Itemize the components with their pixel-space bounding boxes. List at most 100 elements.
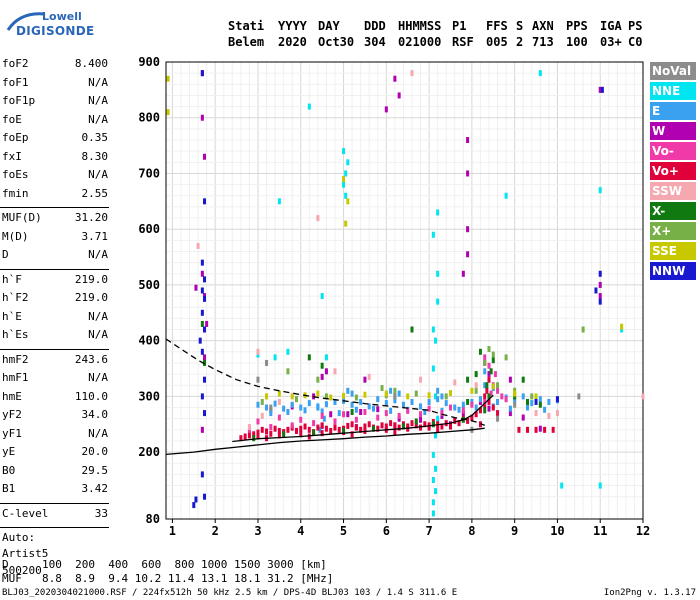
data-point-e (265, 404, 269, 411)
header-label: DAY (318, 19, 340, 33)
clevel-value: 33 (94, 506, 108, 520)
x-tick-label: 3 (254, 524, 261, 538)
data-point-e (299, 404, 303, 411)
data-point-x (200, 320, 204, 327)
data-point-vo (350, 421, 354, 428)
legend-item: Vo+ (650, 162, 696, 180)
data-point-nne (434, 465, 438, 472)
x-tick-label: 7 (425, 524, 432, 538)
param-row: M(D) 3.71 (2, 230, 108, 247)
data-point-vo (256, 429, 260, 436)
data-point-vo (324, 425, 328, 432)
data-point-nne (342, 148, 346, 155)
data-point-nne (431, 365, 435, 372)
data-point-x (282, 431, 286, 438)
data-point-vo (440, 423, 444, 430)
data-point-vo (470, 401, 474, 408)
footer-muf-values: 8.8 8.9 9.4 10.2 11.4 13.1 18.1 31.2 [MH… (42, 572, 334, 585)
y-tick-label: 800 (138, 111, 160, 125)
data-point-x (489, 368, 493, 375)
param-value: N/A (88, 75, 108, 89)
legend-item: Vo- (650, 142, 696, 160)
param-row: hmF2 243.6 (2, 353, 108, 370)
data-point-x (410, 326, 414, 333)
header-label: P1 (452, 19, 467, 33)
data-point-nnw (203, 295, 207, 302)
param-name: foE (2, 112, 22, 126)
data-point-vo (256, 433, 260, 440)
data-point-noval (496, 415, 500, 422)
data-point-e (530, 400, 534, 407)
legend-item: SSE (650, 242, 696, 260)
data-point-w (466, 251, 470, 258)
data-point-x (414, 418, 418, 425)
param-row: B1 3.42 (2, 482, 108, 499)
param-row: foEp 0.35 (2, 131, 108, 148)
data-point-nne (598, 187, 602, 194)
data-point-e (282, 405, 286, 412)
data-point-x (521, 376, 525, 383)
data-point-x (444, 393, 448, 400)
data-point-nnw (198, 337, 202, 344)
data-point-ssw (260, 412, 264, 419)
param-value: N/A (88, 328, 108, 341)
param-name: h`E (2, 309, 22, 323)
data-point-nnw (194, 496, 198, 503)
data-point-w (538, 425, 542, 432)
data-point-vo (483, 393, 487, 400)
data-point-vo (384, 410, 388, 417)
data-point-x (474, 371, 478, 378)
data-point-vo (299, 416, 303, 423)
data-point-e (543, 406, 547, 413)
data-point-vo (299, 425, 303, 432)
data-point-e (483, 382, 487, 389)
data-point-sse (316, 390, 320, 397)
data-point-vo (239, 435, 243, 442)
data-point-nne (436, 298, 440, 305)
y-tick-label: 200 (138, 445, 160, 459)
param-row: h`Es N/A (2, 328, 108, 345)
data-point-sse (342, 176, 346, 183)
data-point-x (380, 385, 384, 392)
param-value: 243.6 (74, 352, 108, 366)
data-point-x (414, 390, 418, 397)
data-point-vo (376, 414, 380, 421)
header-label: IGA (600, 19, 622, 33)
param-row: D N/A (2, 248, 108, 265)
data-point-x (496, 382, 500, 389)
data-point-vo (269, 430, 273, 437)
data-point-e (461, 401, 465, 408)
separator (0, 526, 109, 528)
header-label: Stati (228, 19, 265, 33)
data-point-vo (256, 418, 260, 425)
footer-d-label: D (2, 558, 9, 571)
data-point-ssw (555, 410, 559, 417)
data-point-noval (256, 376, 260, 383)
data-point-vo (303, 423, 307, 430)
footer-d-row: D 100 200 400 600 800 1000 1500 3000 [km] (2, 558, 327, 571)
header-value: 021000 (398, 35, 442, 49)
data-point-ssw (547, 412, 551, 419)
data-point-noval (393, 393, 397, 400)
x-tick-label: 10 (550, 524, 564, 538)
x-tick-label: 9 (511, 524, 518, 538)
param-name: h`F (2, 272, 22, 286)
param-value: 34.0 (81, 408, 109, 421)
data-point-w (487, 405, 491, 412)
param-row: hmF1 N/A (2, 371, 108, 388)
data-point-x (286, 368, 290, 375)
data-point-nnw (200, 259, 204, 266)
data-point-w (466, 226, 470, 233)
data-point-x (483, 359, 487, 366)
param-value: 110.0 (74, 389, 108, 403)
data-point-nnw (594, 287, 598, 294)
data-point-nnw (200, 393, 204, 400)
data-point-vo (551, 426, 555, 433)
data-point-x (393, 387, 397, 394)
logo-digisonde: DIGISONDE (16, 24, 95, 38)
auto-line: 500200 (2, 563, 42, 577)
data-point-e (393, 397, 397, 404)
data-point-w (203, 153, 207, 160)
data-point-sse (346, 198, 350, 205)
param-value: 0.35 (81, 131, 109, 144)
